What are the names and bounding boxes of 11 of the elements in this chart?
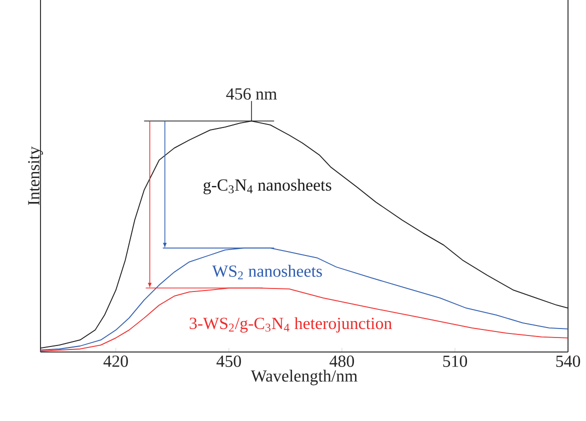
series-label: 3-WS$_{2}$/g-C$_{3}$N$_{4}$ heterojunction: [190, 317, 392, 333]
x-tick-label: 480: [330, 356, 354, 367]
x-tick-label: 420: [103, 356, 128, 367]
y-axis-title: Intensity: [28, 146, 43, 206]
series-label: g-C$_{3}$N$_{4}$ nanosheets: [204, 178, 332, 194]
annotation: 456 nm: [226, 88, 277, 100]
x-tick-label: 510: [443, 356, 468, 367]
series-label: WS$_{2}$ nanosheets: [212, 264, 322, 280]
x-tick-label: 450: [216, 356, 241, 367]
x-axis-title: Wavelength/nm: [250, 370, 358, 386]
x-tick-label: 540: [556, 356, 580, 367]
